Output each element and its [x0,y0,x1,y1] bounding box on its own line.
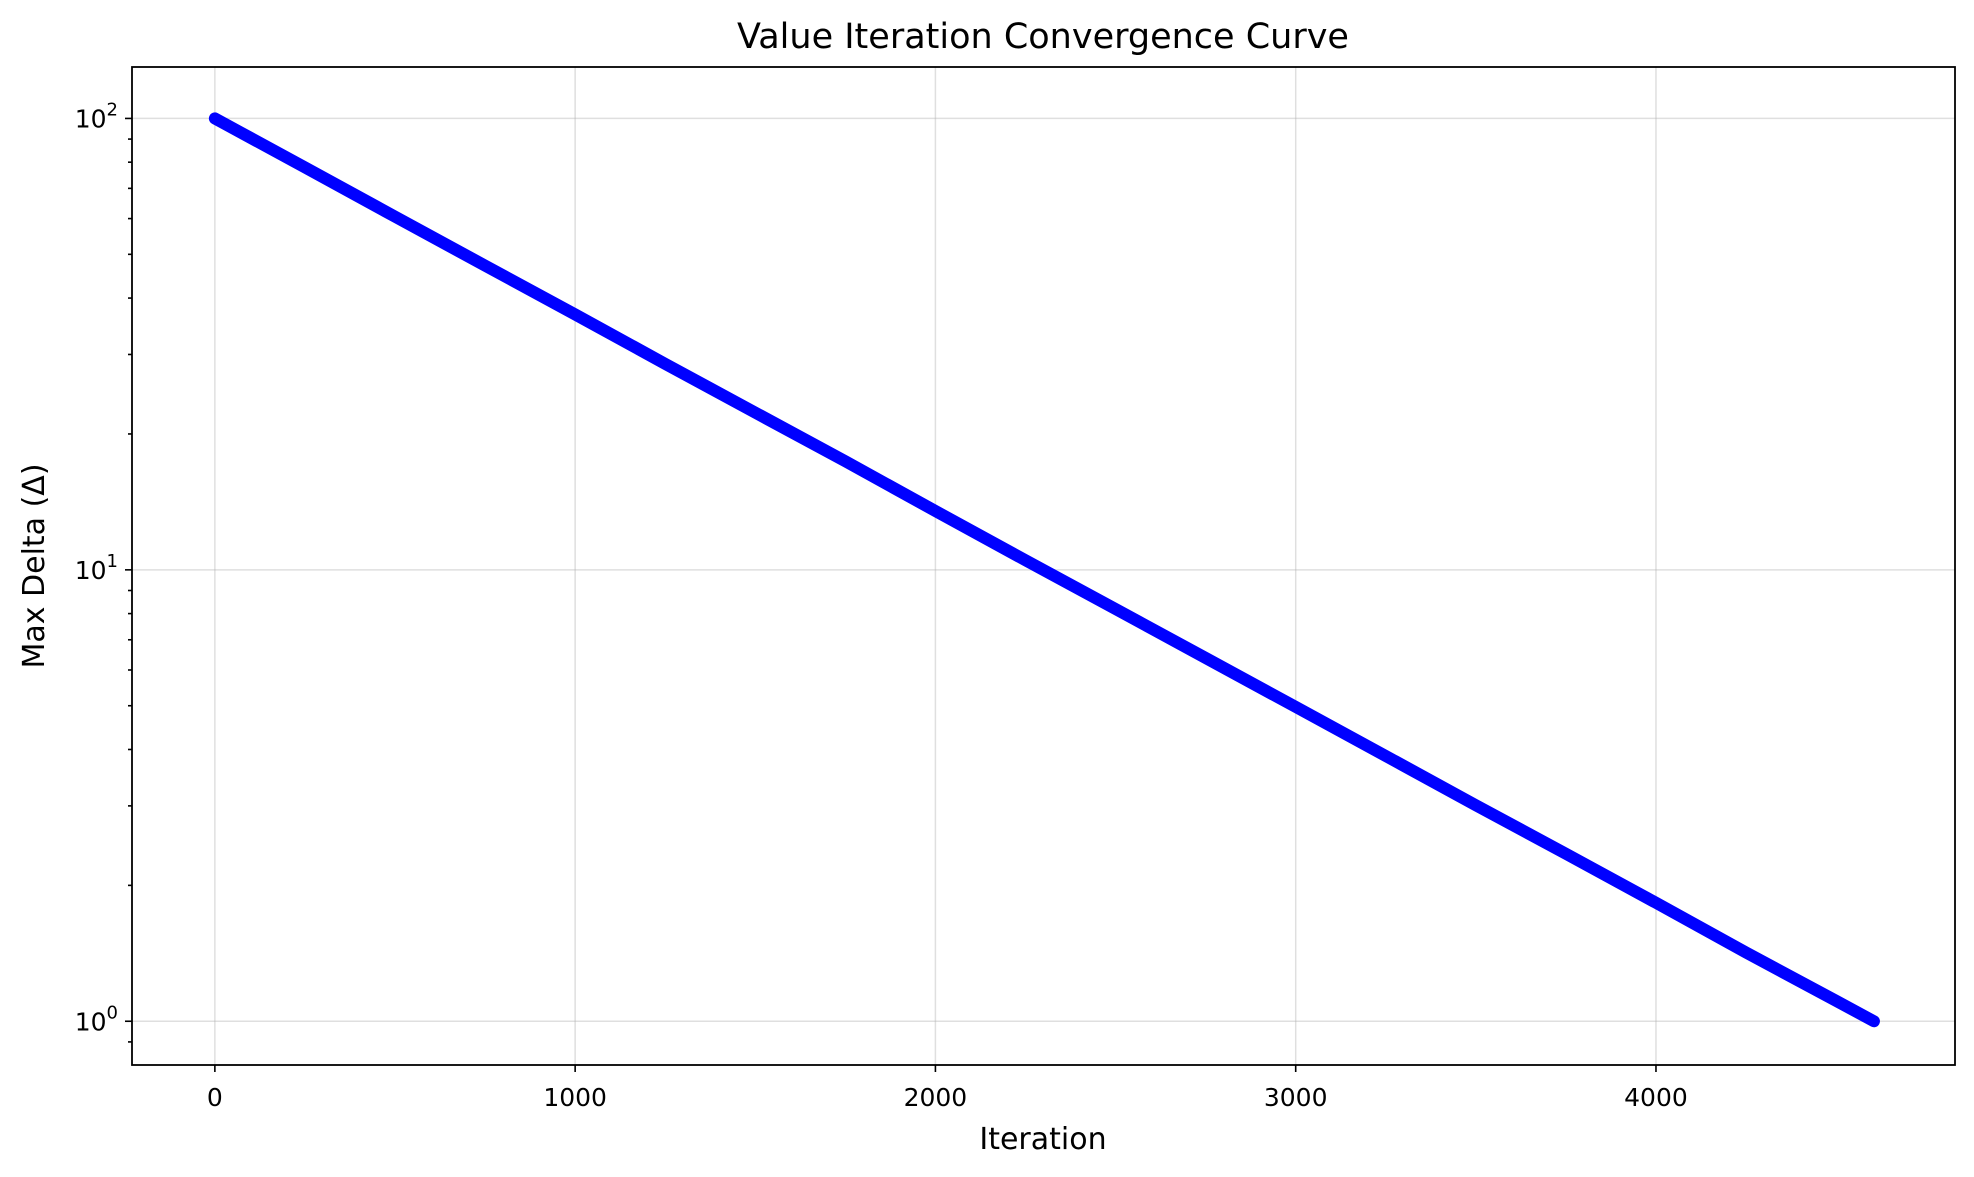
y-tick-exponent: 0 [107,1002,118,1023]
x-axis-label: Iteration [979,1122,1106,1157]
y-tick-label: 102 [75,99,118,133]
y-tick-base: 10 [75,1007,107,1036]
y-tick-label: 101 [75,551,118,585]
x-tick-label: 3000 [1264,1083,1328,1112]
x-tick-label: 0 [207,1083,223,1112]
x-tick-label: 4000 [1624,1083,1688,1112]
y-tick-label: 100 [75,1002,118,1036]
convergence-series-line [208,112,1880,1028]
y-axis-label: Max Delta (Δ) [17,463,52,668]
y-tick-exponent: 1 [107,551,118,572]
chart-title: Value Iteration Convergence Curve [737,17,1349,57]
y-tick-exponent: 2 [107,99,118,120]
y-tick-base: 10 [75,104,107,133]
x-tick-label: 1000 [543,1083,607,1112]
series-layer [208,112,1880,1028]
x-tick-label: 2000 [904,1083,968,1112]
axes-frame [131,66,1956,1066]
y-tick-base: 10 [75,556,107,585]
